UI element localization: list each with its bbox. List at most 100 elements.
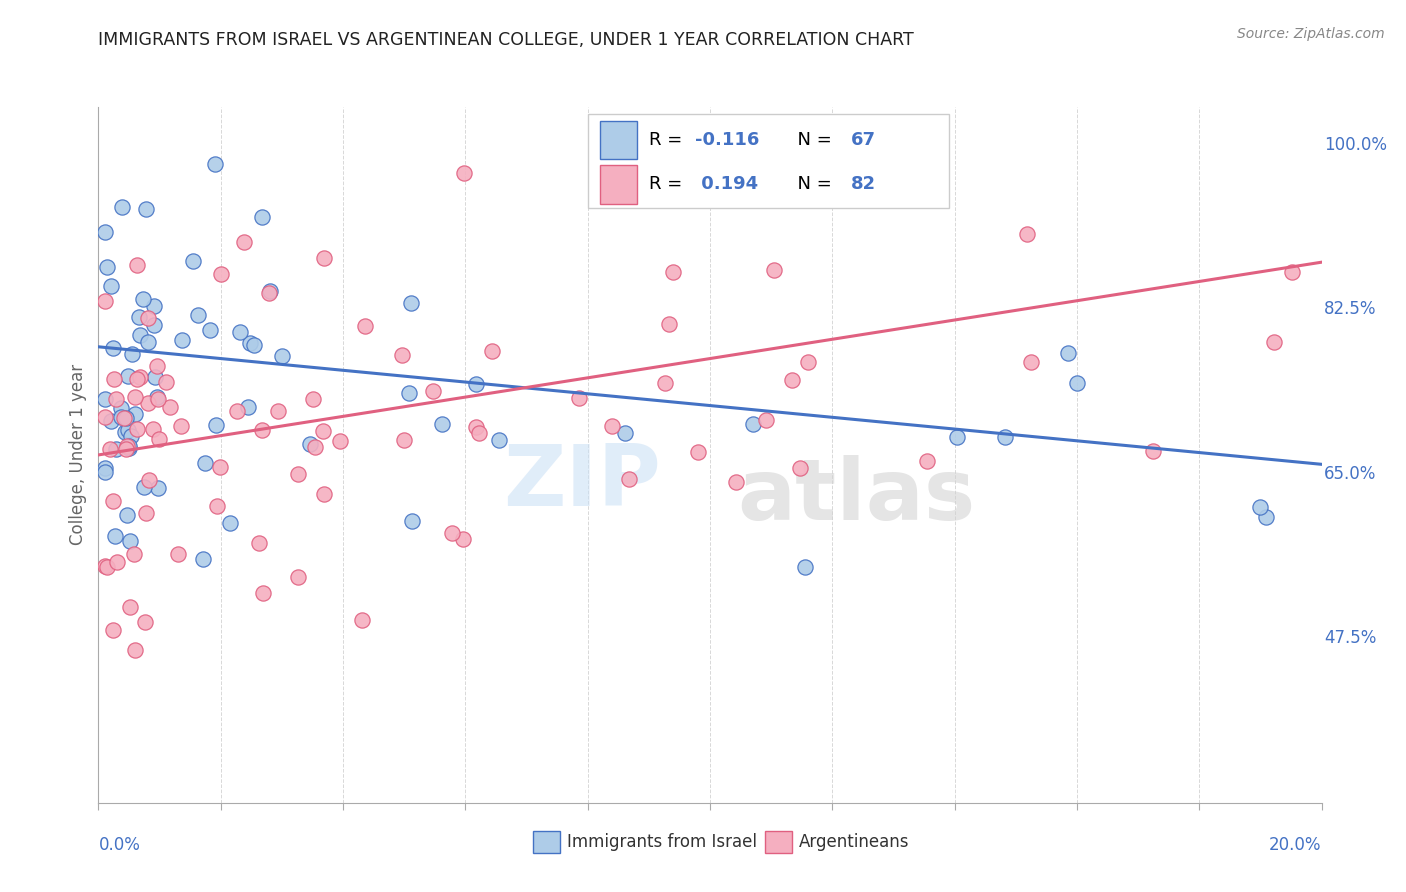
- Point: [1017, 227, 1039, 241]
- Point: [229, 326, 252, 340]
- Point: [422, 384, 444, 398]
- Point: [129, 370, 152, 384]
- Text: 82.5%: 82.5%: [1324, 301, 1376, 318]
- Text: N =: N =: [786, 131, 838, 149]
- Point: [93, 226, 115, 240]
- Point: [120, 429, 142, 443]
- Text: IMMIGRANTS FROM ISRAEL VS ARGENTINEAN COLLEGE, UNDER 1 YEAR CORRELATION CHART: IMMIGRANTS FROM ISRAEL VS ARGENTINEAN CO…: [98, 31, 914, 49]
- Point: [143, 299, 166, 313]
- Point: [1066, 376, 1088, 390]
- Point: [329, 434, 352, 449]
- Text: N =: N =: [786, 176, 838, 194]
- Point: [794, 560, 817, 574]
- Point: [453, 166, 475, 180]
- Point: [1249, 500, 1271, 515]
- Point: [93, 461, 115, 475]
- Point: [451, 532, 474, 546]
- Point: [1263, 335, 1285, 350]
- Point: [247, 536, 270, 550]
- Point: [110, 410, 132, 425]
- Point: [600, 419, 623, 434]
- Point: [96, 560, 118, 574]
- Point: [148, 432, 170, 446]
- Point: [204, 418, 226, 433]
- Point: [194, 456, 217, 470]
- Point: [250, 423, 273, 437]
- Point: [198, 323, 221, 337]
- Point: [170, 419, 193, 434]
- Point: [105, 392, 128, 407]
- Point: [441, 526, 464, 541]
- Point: [354, 318, 377, 333]
- Point: [115, 439, 138, 453]
- Text: 0.194: 0.194: [696, 176, 758, 194]
- Point: [352, 613, 374, 627]
- Point: [993, 430, 1015, 444]
- Point: [104, 529, 127, 543]
- Text: -0.116: -0.116: [696, 131, 759, 149]
- Point: [302, 392, 325, 407]
- Point: [183, 254, 205, 268]
- Point: [148, 481, 170, 495]
- Point: [105, 555, 128, 569]
- Point: [259, 285, 281, 300]
- Point: [101, 341, 124, 355]
- Point: [481, 344, 503, 359]
- Point: [146, 359, 169, 373]
- FancyBboxPatch shape: [533, 830, 560, 853]
- Point: [145, 369, 167, 384]
- FancyBboxPatch shape: [588, 114, 949, 208]
- Point: [93, 409, 115, 424]
- Point: [118, 439, 141, 453]
- Text: Source: ZipAtlas.com: Source: ZipAtlas.com: [1237, 27, 1385, 41]
- Point: [401, 514, 423, 528]
- Point: [142, 422, 165, 436]
- Point: [117, 423, 139, 437]
- Point: [242, 338, 264, 352]
- Point: [399, 295, 422, 310]
- Point: [103, 372, 125, 386]
- Point: [464, 376, 486, 391]
- Point: [138, 310, 160, 325]
- Point: [120, 534, 142, 549]
- Point: [250, 210, 273, 224]
- Point: [312, 487, 335, 501]
- Point: [742, 417, 765, 432]
- Point: [103, 493, 125, 508]
- Text: 67: 67: [851, 131, 876, 149]
- Point: [191, 552, 214, 566]
- Point: [204, 157, 226, 171]
- Point: [1281, 265, 1303, 279]
- Point: [654, 376, 676, 391]
- Point: [755, 413, 778, 427]
- Point: [110, 401, 132, 416]
- Point: [218, 516, 240, 530]
- Point: [125, 372, 148, 386]
- Y-axis label: College, Under 1 year: College, Under 1 year: [69, 364, 87, 546]
- Point: [398, 386, 420, 401]
- Point: [93, 392, 115, 406]
- FancyBboxPatch shape: [765, 830, 792, 853]
- Point: [267, 404, 290, 418]
- Text: 0.0%: 0.0%: [98, 836, 141, 855]
- Point: [688, 445, 710, 459]
- Point: [1142, 444, 1164, 458]
- Point: [789, 461, 811, 475]
- Point: [134, 480, 156, 494]
- Point: [128, 310, 150, 324]
- Point: [121, 347, 143, 361]
- Text: 82: 82: [851, 176, 876, 194]
- Point: [392, 434, 415, 448]
- Point: [135, 202, 157, 216]
- Point: [205, 499, 228, 513]
- Point: [103, 624, 125, 638]
- Point: [117, 368, 139, 383]
- Point: [617, 472, 640, 486]
- Point: [780, 373, 803, 387]
- Text: 65.0%: 65.0%: [1324, 465, 1376, 483]
- Point: [1019, 355, 1042, 369]
- Point: [209, 267, 232, 281]
- Point: [114, 442, 136, 457]
- Point: [312, 251, 335, 265]
- Point: [124, 407, 146, 421]
